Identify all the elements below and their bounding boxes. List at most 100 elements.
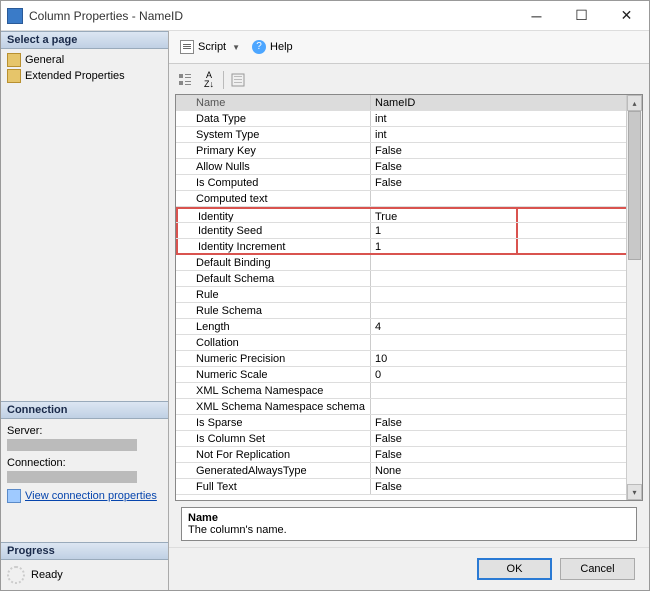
property-row[interactable]: Default Binding bbox=[176, 255, 626, 271]
property-value[interactable]: 10 bbox=[371, 351, 626, 366]
property-name: Default Binding bbox=[176, 255, 371, 270]
property-row[interactable]: XML Schema Namespace schema bbox=[176, 399, 626, 415]
property-name: GeneratedAlwaysType bbox=[176, 463, 371, 478]
property-row[interactable]: Collation bbox=[176, 335, 626, 351]
property-row[interactable]: Is ComputedFalse bbox=[176, 175, 626, 191]
minimize-button[interactable]: ─ bbox=[514, 1, 559, 30]
property-row[interactable]: Rule Schema bbox=[176, 303, 626, 319]
property-value[interactable]: True bbox=[371, 209, 626, 222]
page-item-extended[interactable]: Extended Properties bbox=[3, 68, 166, 84]
property-row[interactable]: GeneratedAlwaysTypeNone bbox=[176, 463, 626, 479]
property-value[interactable]: False bbox=[371, 175, 626, 190]
scroll-thumb[interactable] bbox=[628, 111, 641, 260]
property-row[interactable]: System Typeint bbox=[176, 127, 626, 143]
page-icon bbox=[231, 73, 245, 87]
property-value[interactable]: None bbox=[371, 463, 626, 478]
connection-value bbox=[7, 471, 137, 483]
property-name: System Type bbox=[176, 127, 371, 142]
property-row[interactable]: Is SparseFalse bbox=[176, 415, 626, 431]
left-pane: Select a page General Extended Propertie… bbox=[1, 31, 169, 590]
ok-button[interactable]: OK bbox=[477, 558, 552, 580]
progress-header: Progress bbox=[1, 542, 168, 560]
property-grid: NameNameIDData TypeintSystem TypeintPrim… bbox=[175, 94, 643, 501]
categorized-icon bbox=[178, 73, 192, 87]
cancel-button[interactable]: Cancel bbox=[560, 558, 635, 580]
property-row[interactable]: Length4 bbox=[176, 319, 626, 335]
property-value[interactable] bbox=[371, 303, 626, 318]
property-name: Name bbox=[176, 95, 371, 110]
property-value[interactable] bbox=[371, 383, 626, 398]
property-row[interactable]: IdentityTrue bbox=[176, 207, 626, 223]
property-value[interactable]: int bbox=[371, 127, 626, 142]
property-name: Rule bbox=[176, 287, 371, 302]
description-box: Name The column's name. bbox=[181, 507, 637, 541]
categorized-button[interactable] bbox=[175, 70, 195, 90]
property-row[interactable]: Not For ReplicationFalse bbox=[176, 447, 626, 463]
property-row[interactable]: Primary KeyFalse bbox=[176, 143, 626, 159]
property-value[interactable] bbox=[371, 255, 626, 270]
link-text: View connection properties bbox=[25, 490, 157, 502]
property-row[interactable]: NameNameID bbox=[176, 95, 626, 111]
property-value[interactable] bbox=[371, 287, 626, 302]
property-value[interactable] bbox=[371, 399, 626, 414]
property-name: Full Text bbox=[176, 479, 371, 494]
property-name: Length bbox=[176, 319, 371, 334]
property-row[interactable]: Full TextFalse bbox=[176, 479, 626, 495]
maximize-button[interactable]: ☐ bbox=[559, 1, 604, 30]
property-value[interactable] bbox=[371, 271, 626, 286]
property-row[interactable]: Numeric Scale0 bbox=[176, 367, 626, 383]
property-name: Identity Seed bbox=[176, 223, 371, 238]
property-value[interactable]: False bbox=[371, 143, 626, 158]
property-row[interactable]: Identity Increment1 bbox=[176, 239, 626, 255]
body-area: Select a page General Extended Propertie… bbox=[1, 31, 649, 590]
property-value[interactable]: False bbox=[371, 415, 626, 430]
property-pages-button[interactable] bbox=[228, 70, 248, 90]
vertical-scrollbar[interactable]: ▴ ▾ bbox=[626, 95, 642, 500]
sort-az-icon: AZ↓ bbox=[204, 71, 214, 89]
alphabetical-button[interactable]: AZ↓ bbox=[199, 70, 219, 90]
property-name: XML Schema Namespace bbox=[176, 383, 371, 398]
property-value[interactable]: False bbox=[371, 431, 626, 446]
property-row[interactable]: Default Schema bbox=[176, 271, 626, 287]
view-connection-link[interactable]: View connection properties bbox=[7, 489, 157, 503]
property-row[interactable]: Data Typeint bbox=[176, 111, 626, 127]
property-row[interactable]: Identity Seed1 bbox=[176, 223, 626, 239]
property-name: Is Column Set bbox=[176, 431, 371, 446]
page-icon bbox=[7, 69, 21, 83]
property-name: Identity Increment bbox=[176, 239, 371, 253]
page-item-general[interactable]: General bbox=[3, 52, 166, 68]
scroll-up-button[interactable]: ▴ bbox=[627, 95, 642, 111]
scroll-track[interactable] bbox=[627, 111, 642, 484]
property-value[interactable]: False bbox=[371, 447, 626, 462]
property-value[interactable]: False bbox=[371, 479, 626, 494]
property-name: Collation bbox=[176, 335, 371, 350]
script-button[interactable]: Script ▼ bbox=[177, 37, 243, 57]
property-value[interactable]: 1 bbox=[371, 239, 626, 253]
property-name: Is Sparse bbox=[176, 415, 371, 430]
close-button[interactable]: ✕ bbox=[604, 1, 649, 30]
property-value[interactable]: NameID bbox=[371, 95, 626, 110]
property-value[interactable] bbox=[371, 191, 626, 206]
spinner-icon bbox=[7, 566, 25, 584]
property-row[interactable]: Rule bbox=[176, 287, 626, 303]
property-value[interactable] bbox=[371, 335, 626, 350]
property-row[interactable]: Allow NullsFalse bbox=[176, 159, 626, 175]
property-name: XML Schema Namespace schema bbox=[176, 399, 371, 414]
property-value[interactable]: False bbox=[371, 159, 626, 174]
property-value[interactable]: 0 bbox=[371, 367, 626, 382]
toolbar: Script ▼ ? Help bbox=[169, 31, 649, 64]
property-row[interactable]: Computed text bbox=[176, 191, 626, 207]
help-label: Help bbox=[270, 41, 293, 53]
property-value[interactable]: 4 bbox=[371, 319, 626, 334]
help-button[interactable]: ? Help bbox=[249, 37, 296, 57]
property-row[interactable]: Numeric Precision10 bbox=[176, 351, 626, 367]
property-value[interactable]: 1 bbox=[371, 223, 626, 238]
property-row[interactable]: XML Schema Namespace bbox=[176, 383, 626, 399]
property-row[interactable]: Is Column SetFalse bbox=[176, 431, 626, 447]
window-buttons: ─ ☐ ✕ bbox=[514, 1, 649, 30]
property-grid-wrap: NameNameIDData TypeintSystem TypeintPrim… bbox=[175, 94, 643, 547]
scroll-down-button[interactable]: ▾ bbox=[627, 484, 642, 500]
titlebar: Column Properties - NameID ─ ☐ ✕ bbox=[1, 1, 649, 31]
property-name: Numeric Scale bbox=[176, 367, 371, 382]
property-value[interactable]: int bbox=[371, 111, 626, 126]
